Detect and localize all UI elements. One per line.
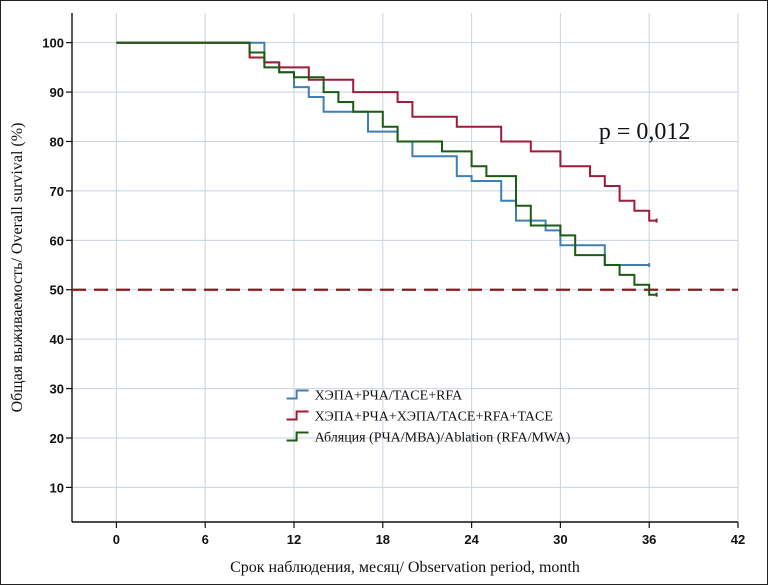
x-tick-label: 24: [464, 532, 479, 547]
survival-curve-2: [116, 41, 657, 222]
legend-label-2: ХЭПА+РЧА+ХЭПА/TACE+RFA+TACE: [315, 410, 553, 425]
y-tick-label: 10: [50, 480, 64, 495]
x-tick-label: 42: [731, 532, 745, 547]
axes: 0 6 12 18 24 30 36 42 10 20 30 40 50 60 70 80 90 100: [42, 13, 745, 547]
y-tick-label: 30: [50, 382, 64, 397]
legend-swatch-2: [286, 410, 309, 421]
x-tick-label: 0: [113, 532, 120, 547]
x-tick-label: 18: [376, 532, 390, 547]
x-tick-label: 36: [642, 532, 656, 547]
p-value-annotation: p = 0,012: [599, 119, 691, 145]
x-tick-label: 6: [202, 532, 209, 547]
y-tick-label: 20: [50, 431, 64, 446]
legend: ХЭПА+РЧА/TACE+RFA ХЭПА+РЧА+ХЭПА/TACE+RFA+…: [286, 389, 571, 446]
x-tick-label: 30: [553, 532, 567, 547]
legend-swatch-3: [286, 431, 309, 442]
y-tick-label: 60: [50, 233, 64, 248]
legend-label-1: ХЭПА+РЧА/TACE+RFA: [315, 389, 464, 404]
x-axis-title: Срок наблюдения, месяц/ Observation peri…: [230, 559, 580, 576]
grid: [72, 13, 739, 522]
y-tick-label: 40: [50, 332, 64, 347]
series-group: [116, 41, 658, 297]
legend-label-3: Абляция (РЧА/МВА)/Ablation (RFA/MWA): [315, 431, 571, 446]
y-tick-label: 90: [50, 85, 64, 100]
survival-curve-3: [116, 41, 657, 296]
legend-swatch-1: [286, 389, 309, 400]
y-tick-label: 50: [50, 283, 64, 298]
y-axis-title: Общая выживаемость/ Overall survival (%): [9, 123, 26, 413]
x-tick-label: 12: [287, 532, 301, 547]
y-tick-label: 80: [50, 134, 64, 149]
y-tick-label: 70: [50, 184, 64, 199]
y-tick-label: 100: [42, 36, 64, 51]
